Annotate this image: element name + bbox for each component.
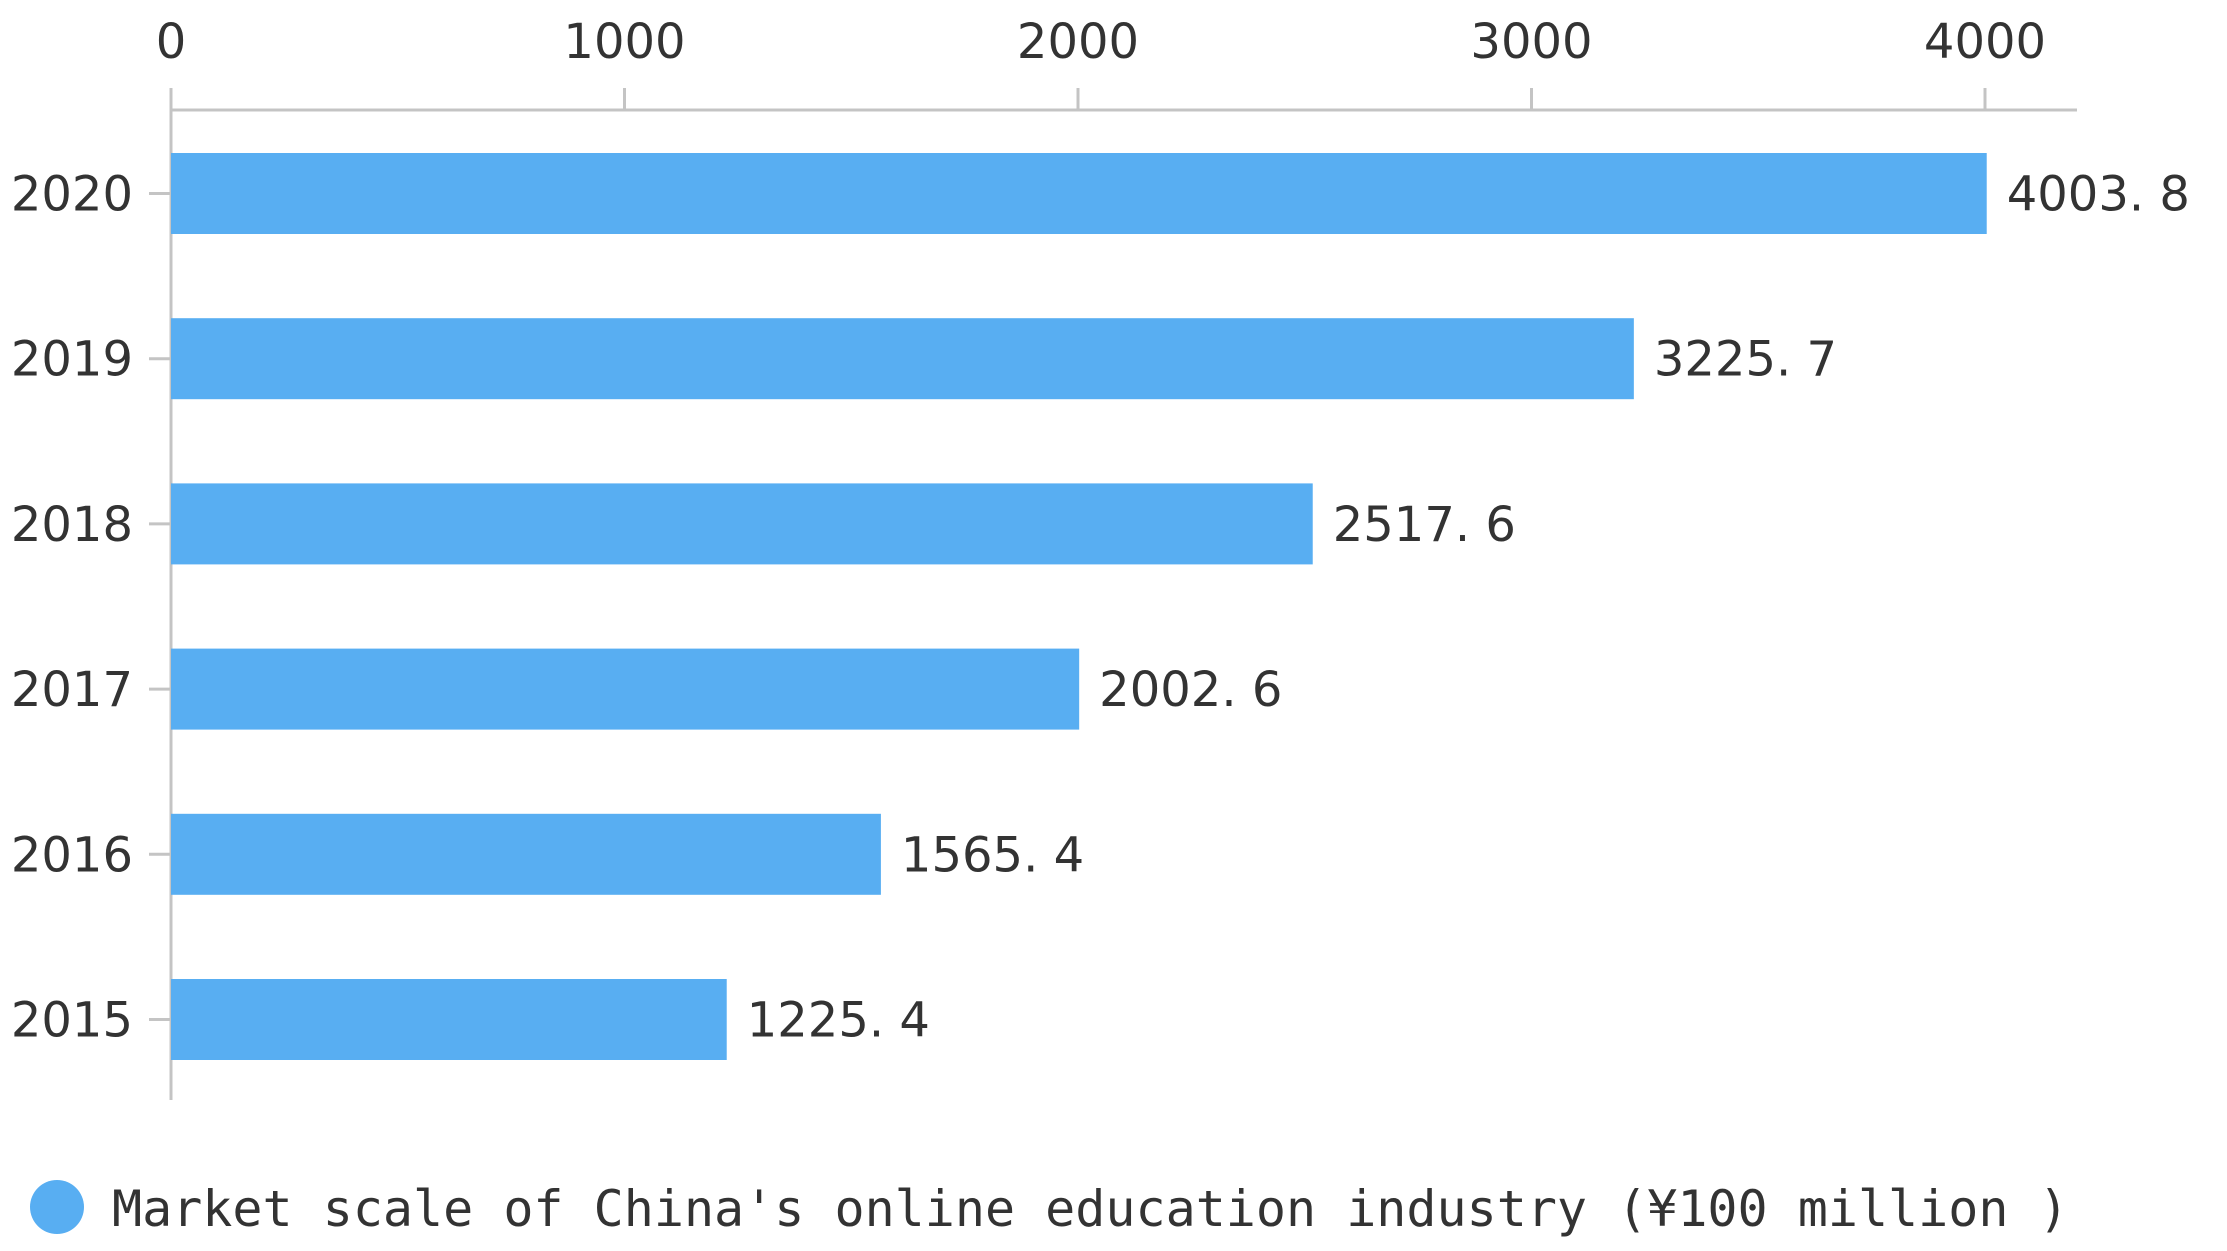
bar-2017	[171, 648, 1080, 730]
category-label: 2015	[11, 993, 133, 1049]
bar-2020	[171, 153, 1987, 234]
x-tick-label: 3000	[1470, 14, 1592, 70]
bar-value-label: 2002. 6	[1099, 662, 1282, 718]
category-label: 2017	[11, 662, 133, 718]
y-axis: 2020 2019 2018 2017 2016 2015	[11, 90, 173, 1100]
x-tick-label: 2000	[1017, 14, 1139, 70]
bar-value-label: 4003. 8	[2007, 167, 2190, 223]
bar-value-label: 3225. 7	[1654, 332, 1837, 388]
bar-2019	[171, 318, 1634, 400]
bar-value-label: 1565. 4	[901, 827, 1084, 883]
bar-2018	[171, 483, 1313, 565]
category-label: 2019	[11, 332, 133, 388]
bar-2016	[171, 813, 881, 895]
x-tick-label: 4000	[1924, 14, 2046, 70]
x-axis: 0 1000 2000 3000 4000	[156, 14, 2077, 112]
bar-value-label: 1225. 4	[747, 993, 930, 1049]
legend-swatch	[30, 1180, 84, 1234]
legend-label: Market scale of China's online education…	[112, 1180, 2069, 1238]
bars: 4003. 8 3225. 7 2517. 6 2002. 6 1565. 4 1225.…	[171, 153, 2190, 1060]
x-tick-label: 0	[156, 14, 187, 70]
category-label: 2016	[11, 827, 133, 883]
category-label: 2018	[11, 497, 133, 553]
category-label: 2020	[11, 167, 133, 223]
bar-2015	[171, 979, 727, 1060]
bar-value-label: 2517. 6	[1333, 497, 1516, 553]
legend: Market scale of China's online education…	[30, 1180, 2069, 1238]
x-tick-label: 1000	[563, 14, 685, 70]
